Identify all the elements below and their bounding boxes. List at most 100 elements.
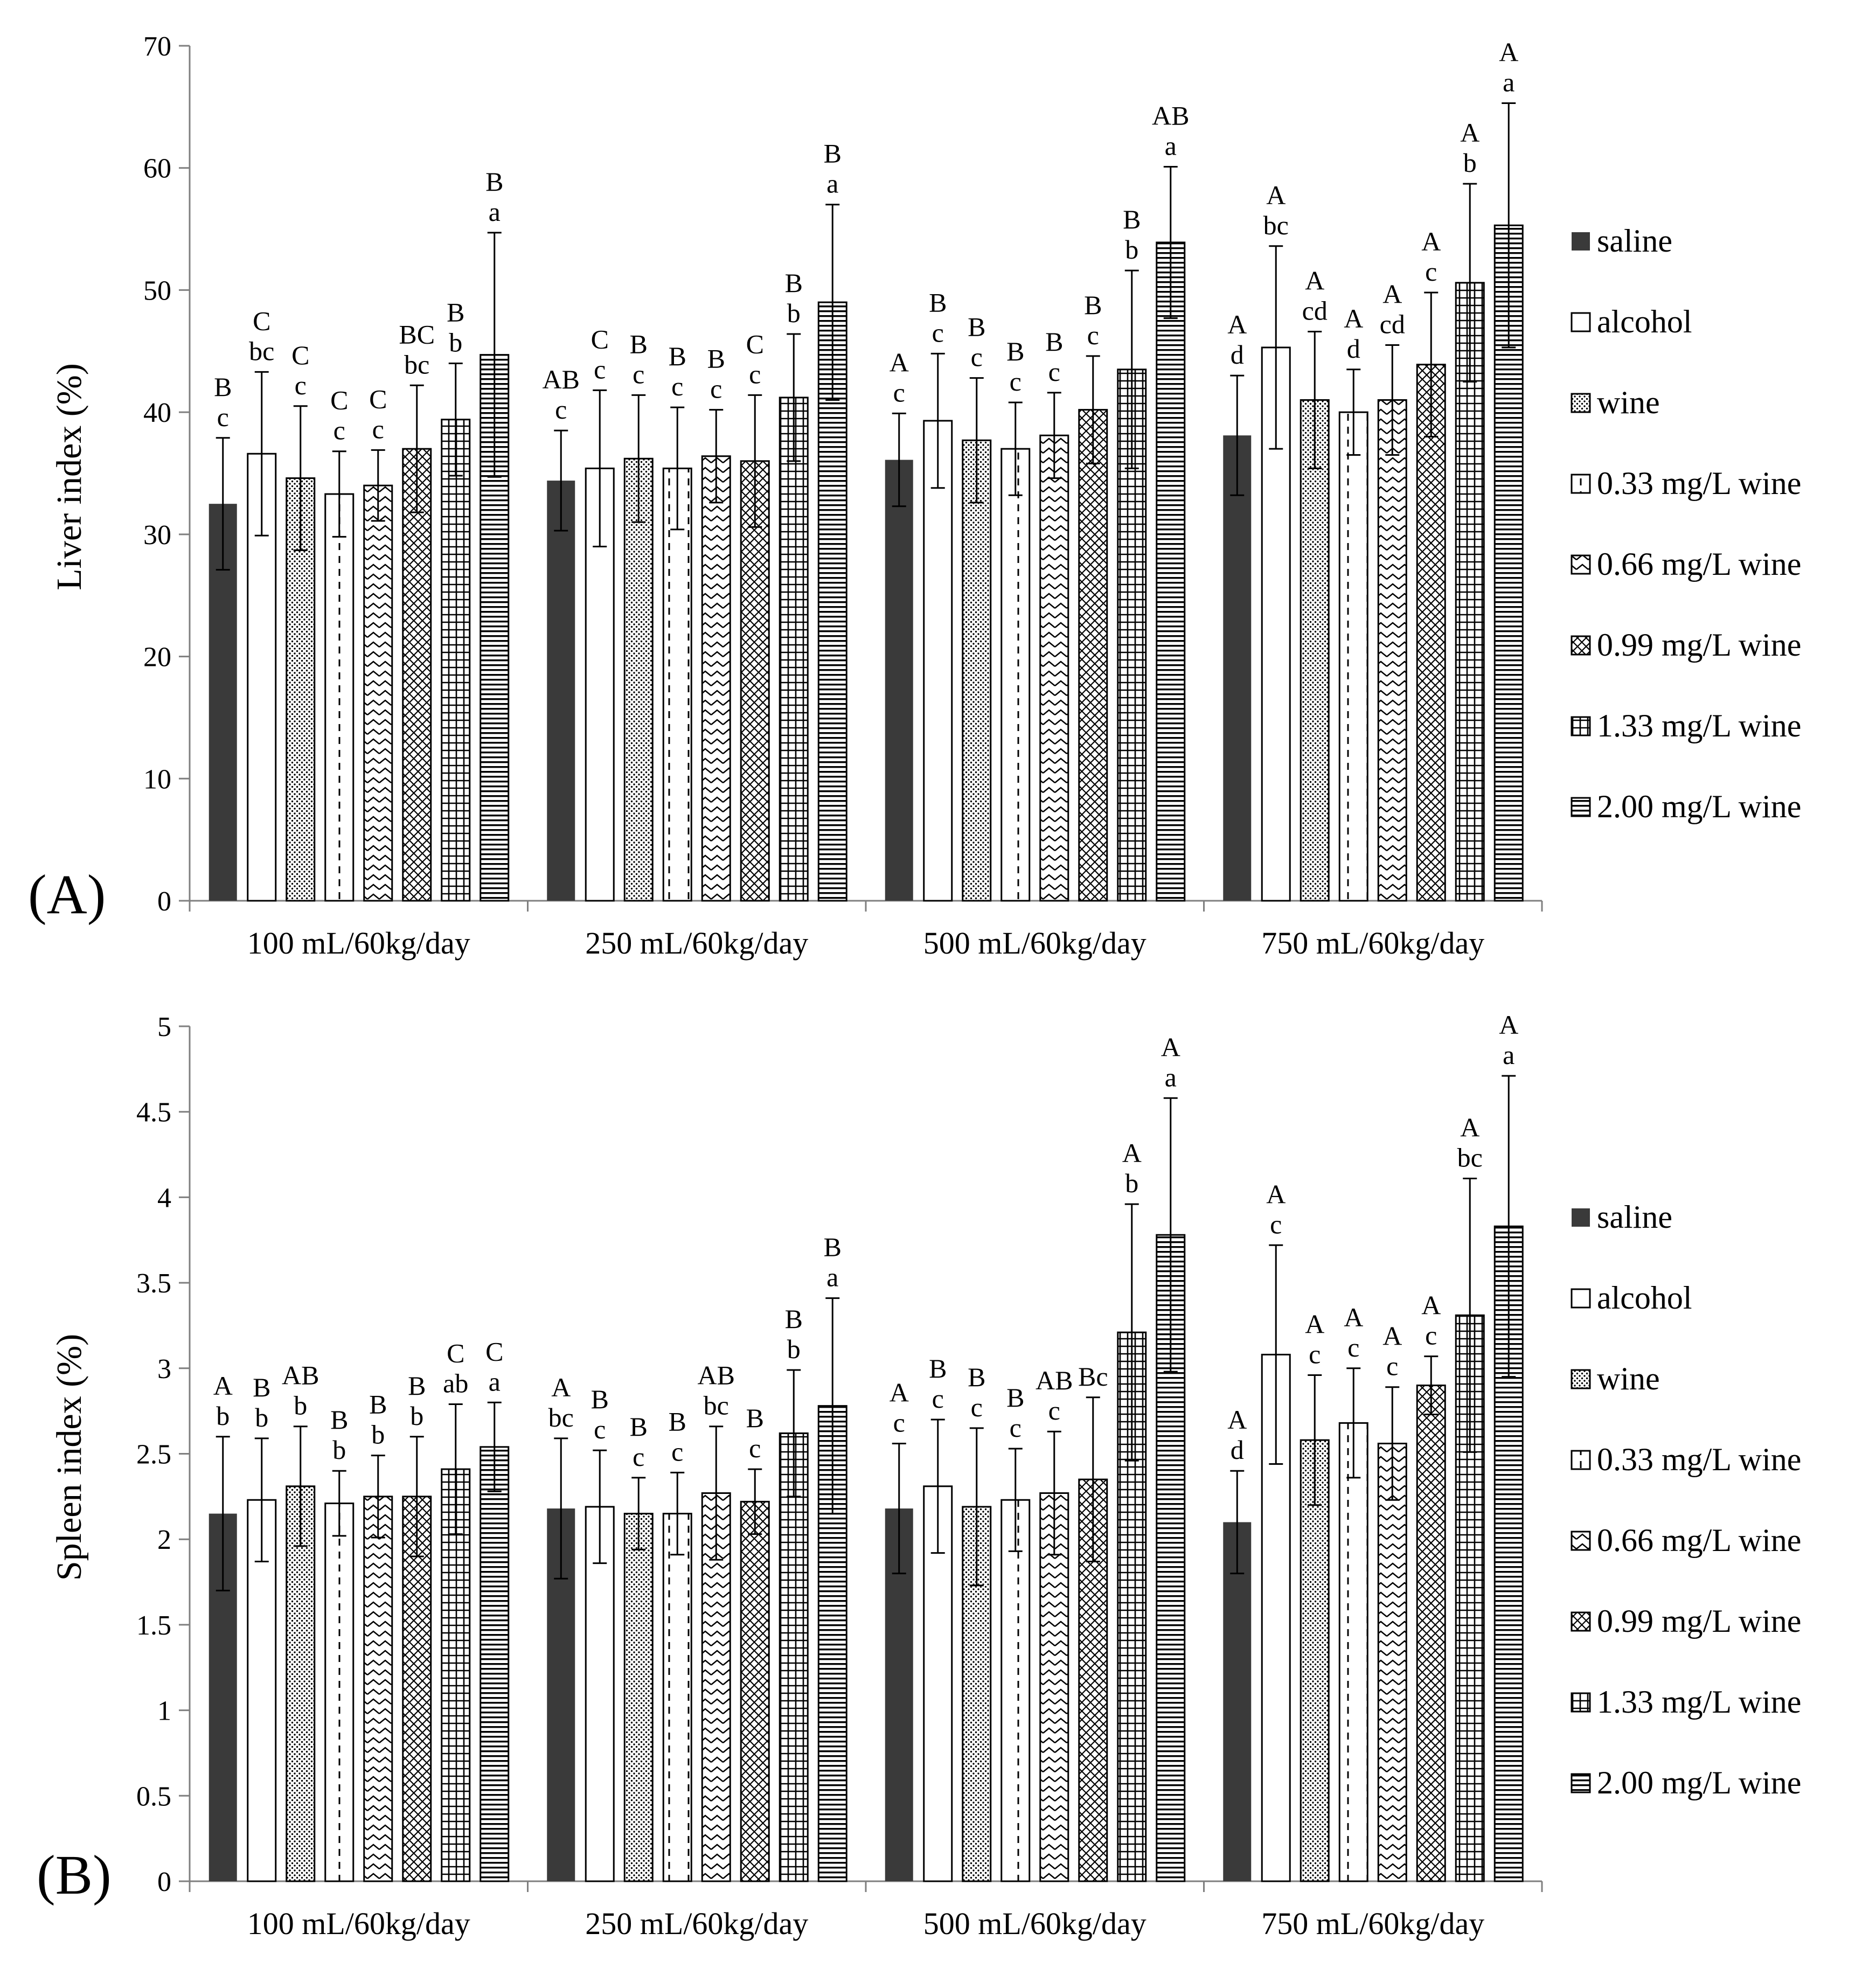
significance-letter-lower: d (1231, 1435, 1244, 1465)
error-bar (371, 1455, 385, 1539)
significance-letter-lower: bc (404, 349, 429, 379)
significance-letter-lower: bc (1457, 1142, 1483, 1172)
legend-item: 2.00 mg/L wine (1571, 789, 1801, 824)
significance-letter-lower: b (216, 1401, 230, 1431)
bar (363, 484, 393, 902)
error-bar (554, 1437, 568, 1580)
legend-swatch (1571, 1369, 1591, 1389)
significance-letter-upper: C (591, 324, 609, 354)
significance-letter-upper: A (1122, 1138, 1142, 1168)
error-bar (1230, 374, 1245, 496)
bar (547, 481, 575, 901)
legend-item: alcohol (1571, 304, 1692, 339)
significance-letter-upper: A (1382, 1321, 1402, 1351)
legend-item: 0.66 mg/L wine (1571, 1522, 1801, 1558)
significance-letter-lower: b (1125, 1168, 1138, 1198)
significance-letter-upper: B (447, 297, 464, 327)
error-bar (631, 394, 646, 523)
significance-letter-upper: B (669, 341, 686, 371)
significance-letter-lower: c (555, 394, 567, 425)
significance-letter-upper: A (1266, 180, 1286, 210)
chart-a-y-tick-label: 50 (143, 275, 171, 306)
significance-letter-upper: B (369, 1389, 387, 1420)
legend-item: 0.66 mg/L wine (1571, 546, 1801, 582)
significance-letter-upper: B (824, 138, 842, 169)
legend-label: 0.66 mg/L wine (1597, 1522, 1801, 1558)
significance-letter-upper: C (485, 1336, 503, 1366)
error-bar (1269, 245, 1283, 450)
legend-label: alcohol (1597, 304, 1692, 339)
significance-letter-lower: c (333, 415, 345, 446)
legend-swatch (1571, 474, 1591, 494)
legend-label: 1.33 mg/L wine (1597, 708, 1801, 743)
significance-letter-upper: C (369, 384, 387, 414)
error-bar (254, 371, 269, 537)
significance-letter-lower: b (332, 1435, 346, 1465)
significance-letter-upper: B (1123, 204, 1141, 234)
legend-label: 0.99 mg/L wine (1597, 627, 1801, 663)
significance-letter-lower: c (1270, 1209, 1282, 1239)
bar (324, 1503, 355, 1882)
significance-letter-upper: B (591, 1384, 609, 1414)
significance-letter-upper: C (253, 305, 270, 336)
significance-letter-lower: d (1231, 339, 1244, 370)
bar (662, 467, 692, 902)
chart-b-y-tick-label: 2 (157, 1525, 171, 1555)
bar (247, 1499, 277, 1882)
error-bar (371, 449, 385, 522)
legend-item: 0.33 mg/L wine (1571, 1442, 1801, 1477)
significance-letter-lower: c (971, 1392, 983, 1422)
significance-letter-lower: c (633, 359, 644, 389)
significance-letter-upper: BC (399, 319, 435, 349)
legend-label: 0.99 mg/L wine (1597, 1603, 1801, 1639)
error-bar (709, 1425, 724, 1561)
error-bar (787, 333, 801, 462)
error-bar (216, 1436, 230, 1591)
significance-letter-lower: d (1347, 333, 1360, 364)
chart-b-y-tick-label: 0.5 (136, 1781, 171, 1812)
legend-swatch (1571, 1611, 1591, 1632)
significance-letter-upper: A (551, 1372, 571, 1402)
significance-letter-lower: cd (1380, 309, 1405, 339)
error-bar (487, 232, 502, 478)
bar (1000, 1499, 1031, 1882)
chart-a-y-tick-label: 20 (143, 642, 171, 673)
bar (1416, 364, 1446, 902)
significance-letter-lower: c (1048, 1395, 1060, 1425)
chart-b-y-tick-label: 4.5 (136, 1097, 171, 1128)
bar (1416, 1385, 1446, 1882)
legend-item: saline (1572, 223, 1672, 259)
significance-letter-upper: A (1305, 266, 1324, 296)
error-bar (1086, 1396, 1100, 1562)
significance-letter-upper: A (1161, 1032, 1180, 1062)
significance-letter-lower: c (932, 1383, 944, 1414)
chart-a-category-label: 100 mL/60kg/day (247, 926, 470, 961)
error-bar (1008, 401, 1023, 496)
chart-b-category-label: 750 mL/60kg/day (1261, 1906, 1484, 1941)
bar (1039, 434, 1069, 902)
legend-item: wine (1571, 1361, 1660, 1396)
chart-a-y-axis-title: Liver index (%) (50, 363, 89, 590)
significance-letter-upper: C (746, 329, 764, 359)
significance-letter-upper: Bc (1078, 1361, 1108, 1392)
chart-b-panel-label: (B) (37, 1844, 112, 1906)
significance-letter-lower: c (1010, 366, 1022, 397)
bar (701, 455, 731, 902)
chart-a-panel-label: (A) (28, 864, 106, 926)
bar (1338, 411, 1368, 902)
legend-swatch (1571, 1692, 1591, 1713)
error-bar (1086, 355, 1100, 464)
significance-letter-upper: AB (543, 364, 580, 394)
significance-letter-lower: c (372, 414, 384, 444)
significance-letter-lower: c (217, 402, 229, 432)
error-bar (1047, 1430, 1061, 1556)
significance-letter-upper: B (1084, 290, 1102, 320)
legend-swatch (1571, 1288, 1591, 1309)
legend-swatch (1571, 1450, 1591, 1470)
error-bar (670, 1471, 685, 1556)
bar (779, 1432, 809, 1882)
significance-letter-lower: c (1386, 1351, 1398, 1381)
bar (286, 1485, 316, 1882)
chart-b-y-tick-label: 5 (157, 1012, 171, 1042)
error-bar (825, 1297, 840, 1515)
